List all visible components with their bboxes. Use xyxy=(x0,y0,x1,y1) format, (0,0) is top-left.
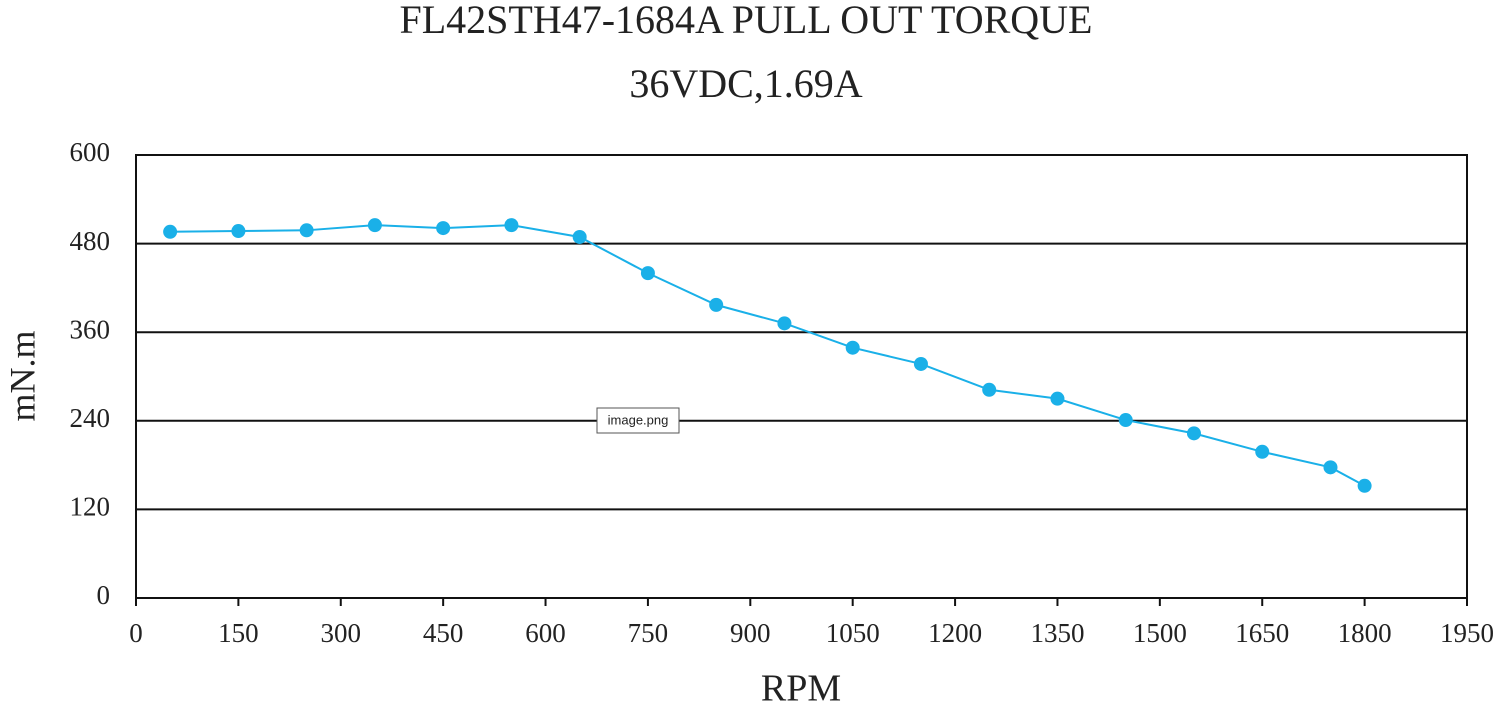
x-tick-label: 600 xyxy=(525,618,566,648)
data-point xyxy=(231,224,246,239)
y-tick-label: 360 xyxy=(70,314,111,344)
y-tick-label: 480 xyxy=(70,226,111,256)
data-point xyxy=(504,218,519,233)
annotation: image.png xyxy=(608,412,669,427)
x-tick-label: 750 xyxy=(628,618,669,648)
annotation-box xyxy=(596,407,680,434)
data-point xyxy=(436,221,451,236)
data-point xyxy=(1323,460,1338,475)
data-point xyxy=(1118,413,1133,428)
x-tick-label: 900 xyxy=(730,618,771,648)
x-tick-label: 1350 xyxy=(1030,618,1084,648)
plot-frame xyxy=(135,154,1468,599)
data-point xyxy=(982,382,997,397)
y-tick-label: 600 xyxy=(70,137,111,167)
y-axis-label: mN.m xyxy=(2,330,42,421)
x-tick-label: 1650 xyxy=(1235,618,1289,648)
data-point xyxy=(1050,391,1065,406)
x-tick-label: 300 xyxy=(321,618,362,648)
data-point xyxy=(299,223,314,238)
data-point xyxy=(572,229,587,244)
y-tick-label: 120 xyxy=(70,492,111,522)
data-point xyxy=(777,316,792,331)
data-point xyxy=(709,297,724,312)
x-tick-label: 1800 xyxy=(1338,618,1392,648)
x-tick-label: 1500 xyxy=(1133,618,1187,648)
data-point xyxy=(640,266,655,281)
data-point xyxy=(1255,444,1270,459)
data-point xyxy=(163,224,178,239)
data-point xyxy=(367,218,382,233)
data-point xyxy=(913,356,928,371)
x-tick-label: 1950 xyxy=(1440,618,1494,648)
x-tick-label: 450 xyxy=(423,618,464,648)
x-tick-label: 150 xyxy=(218,618,259,648)
chart-subtitle: 36VDC,1.69A xyxy=(629,61,862,106)
data-point xyxy=(1357,478,1372,493)
x-tick-label: 1200 xyxy=(928,618,982,648)
x-tick-label: 0 xyxy=(129,618,143,648)
data-point xyxy=(1186,426,1201,441)
x-axis-label: RPM xyxy=(761,668,841,710)
x-tick-label: 1050 xyxy=(826,618,880,648)
data-line xyxy=(170,224,1366,487)
data-point xyxy=(845,340,860,355)
y-tick-label: 240 xyxy=(70,403,111,433)
chart-title: FL42STH47-1684A PULL OUT TORQUE xyxy=(399,0,1092,42)
y-tick-label: 0 xyxy=(97,580,111,610)
